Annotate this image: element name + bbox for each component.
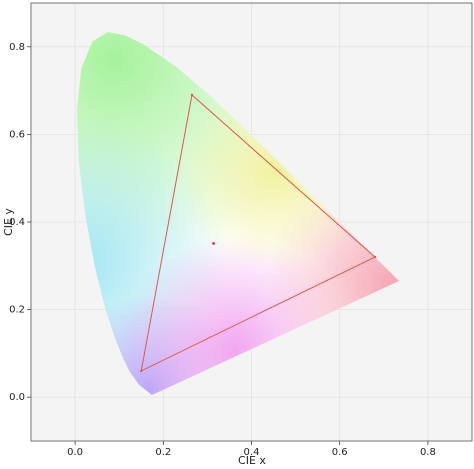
- gamut-line: [140, 94, 376, 372]
- gamut-vertex: [140, 369, 143, 373]
- y-tick-label: 0.8: [9, 42, 25, 53]
- y-tick-label: 0.4: [9, 217, 25, 228]
- y-tick-label: 0.6: [9, 129, 25, 140]
- gamut-vertex: [190, 93, 194, 97]
- x-axis-label: CIE x: [238, 454, 266, 467]
- marks: [140, 93, 377, 373]
- x-tick-label: 0.4: [244, 447, 260, 458]
- white-point: [212, 242, 215, 245]
- axes: 0.0 0.2 0.4 0.6 0.8 0.0 0.2 0.4 0.6 0.8: [9, 42, 436, 458]
- y-tick-label: 0.0: [9, 392, 25, 403]
- x-tick-label: 0.0: [67, 447, 83, 458]
- y-axis-label: CIE y: [2, 208, 15, 236]
- x-tick-label: 0.2: [155, 447, 171, 458]
- x-tick-label: 0.6: [332, 447, 348, 458]
- y-tick-label: 0.2: [9, 305, 25, 316]
- x-tick-label: 0.8: [420, 447, 436, 458]
- gamut-vertex: [373, 255, 377, 259]
